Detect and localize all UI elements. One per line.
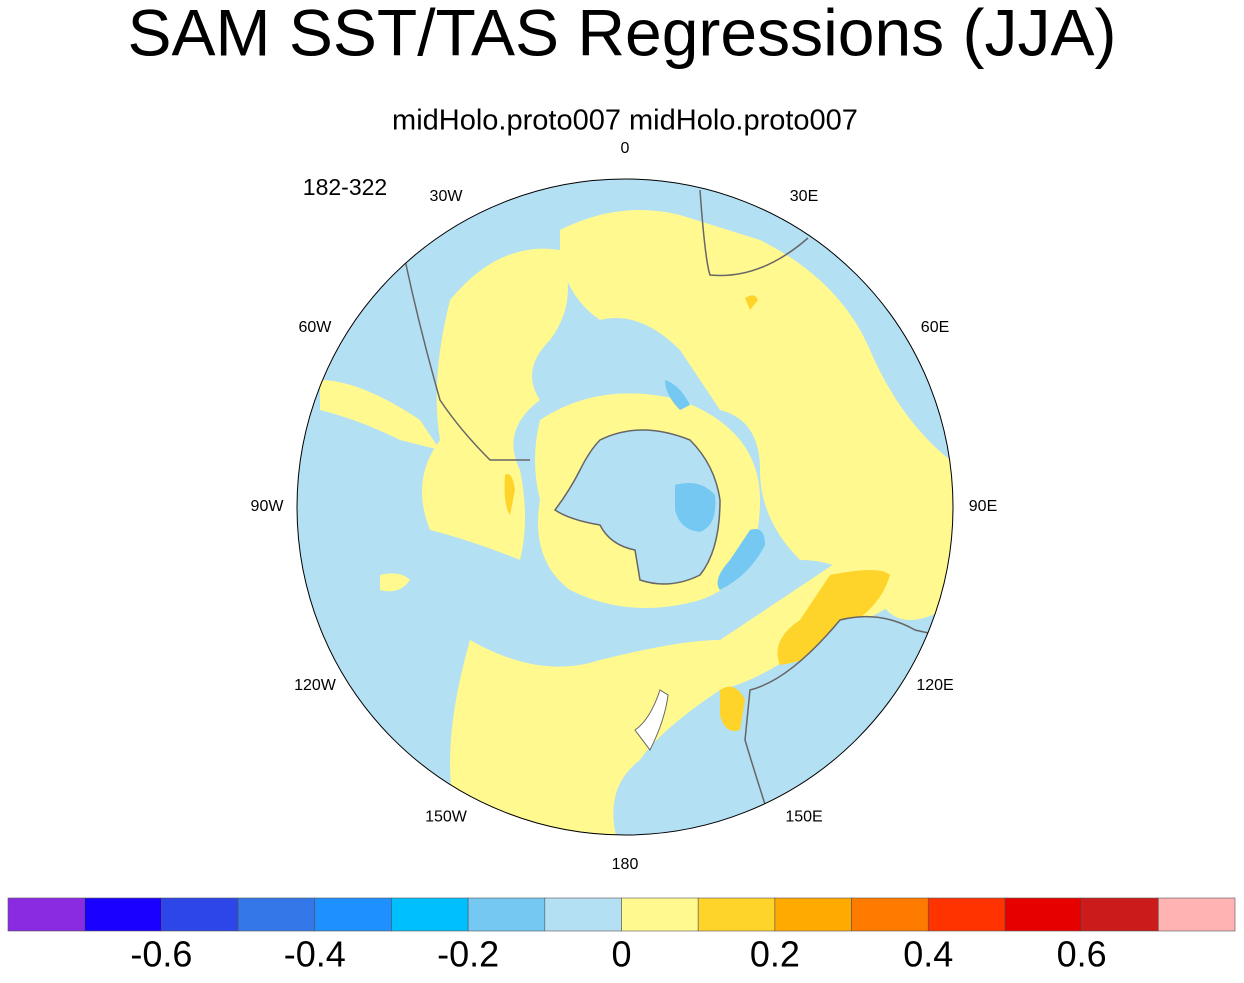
longitude-label: 90E: [969, 498, 997, 515]
antarctica: [553, 429, 721, 585]
positive-region: [320, 380, 440, 450]
positive-strong: [504, 474, 515, 515]
longitude-label: 180: [612, 856, 639, 873]
colorbar-box: [84, 897, 162, 932]
colorbar-box: [621, 897, 699, 932]
colorbar-box: [391, 897, 469, 932]
colorbar: -0.6 -0.4 -0.2 0 0.2 0.4 0.6: [7, 897, 1236, 975]
colorbar-tick-label: -0.4: [284, 934, 346, 975]
colorbar-tick-label: 0.4: [903, 934, 953, 975]
positive-region: [560, 210, 953, 620]
map: [297, 179, 953, 835]
longitude-label: 0: [621, 140, 630, 157]
colorbar-box: [697, 897, 776, 932]
longitude-label: 60W: [299, 319, 333, 336]
colorbar-tick-label: 0.6: [1057, 934, 1107, 975]
longitude-label: 150E: [785, 808, 822, 825]
negative-region: [717, 529, 765, 590]
colorbar-tick-label: 0.2: [750, 934, 800, 975]
positive-region: [380, 573, 410, 592]
corner-label: 182-322: [303, 174, 387, 200]
longitude-label: 150W: [425, 808, 468, 825]
longitude-label: 120W: [294, 677, 337, 694]
positive-strong: [745, 295, 758, 310]
positive-strong: [720, 686, 745, 731]
negative-region: [675, 482, 716, 532]
colorbar-box: [851, 897, 929, 932]
africa-coast: [699, 189, 809, 277]
positive-strong: [777, 570, 890, 665]
longitude-label: 90W: [251, 498, 285, 515]
colorbar-box: [1158, 897, 1236, 932]
colorbar-box: [467, 897, 546, 932]
colorbar-box: [544, 897, 622, 932]
colorbar-box: [7, 897, 85, 932]
longitude-label: 30W: [430, 188, 464, 205]
title: SAM SST/TAS Regressions (JJA): [127, 0, 1116, 69]
new-zealand: [634, 689, 669, 751]
map-border: [296, 178, 954, 836]
longitude-label: 30E: [790, 188, 818, 205]
colorbar-tick-label: 0: [611, 934, 631, 975]
south-america-coast: [404, 259, 530, 461]
positive-region: [422, 248, 568, 561]
colorbar-box: [314, 897, 392, 932]
colorbar-box: [1004, 897, 1082, 932]
colorbar-box: [161, 897, 239, 932]
longitude-label: 120E: [916, 677, 953, 694]
colorbar-tick-label: -0.6: [130, 934, 192, 975]
colorbar-box: [1081, 897, 1159, 932]
colorbar-box: [927, 897, 1006, 932]
colorbar-box: [237, 897, 316, 932]
subtitle: midHolo.proto007 midHolo.proto007: [392, 105, 858, 137]
longitude-labels: 0 30E 60E 90E 120E 150E 180 150W 120W 90W 60W 30W: [251, 140, 998, 873]
longitude-label: 60E: [921, 319, 949, 336]
colorbar-tick-label: -0.2: [437, 934, 499, 975]
colorbar-box: [774, 897, 852, 932]
negative-region: [665, 380, 690, 410]
